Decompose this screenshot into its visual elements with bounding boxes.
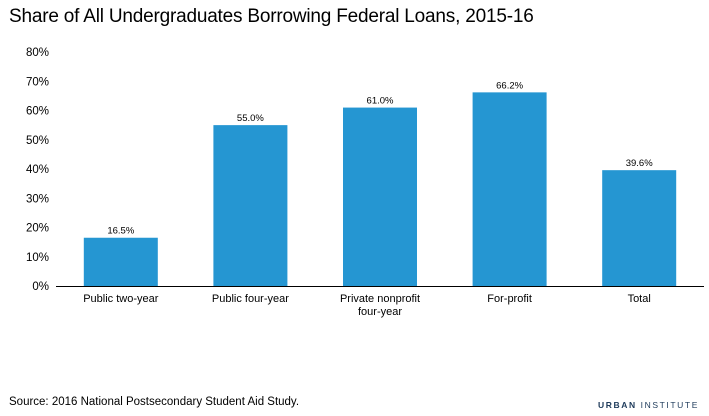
y-tick-label: 20% bbox=[26, 223, 49, 235]
x-tick-label: four-year bbox=[358, 306, 402, 318]
chart-title: Share of All Undergraduates Borrowing Fe… bbox=[9, 6, 534, 27]
x-tick-label: For-profit bbox=[487, 293, 532, 305]
y-tick-label: 50% bbox=[26, 135, 49, 147]
source-note: Source: 2016 National Postsecondary Stud… bbox=[9, 396, 300, 408]
data-label: 55.0% bbox=[237, 113, 264, 124]
y-tick-label: 40% bbox=[26, 164, 49, 176]
bar bbox=[83, 237, 158, 286]
y-tick-label: 70% bbox=[26, 76, 49, 88]
data-label: 39.6% bbox=[626, 158, 653, 169]
x-tick-label: Total bbox=[628, 293, 651, 305]
brand-rest: INSTITUTE bbox=[640, 400, 699, 410]
bar bbox=[343, 107, 417, 286]
y-tick-label: 80% bbox=[26, 47, 49, 59]
bar bbox=[602, 170, 677, 286]
y-tick-label: 30% bbox=[26, 193, 49, 205]
y-tick-label: 0% bbox=[32, 281, 49, 293]
y-tick-label: 10% bbox=[26, 252, 49, 264]
brand-logo: URBAN INSTITUTE bbox=[598, 400, 699, 410]
x-tick-label: Public four-year bbox=[212, 293, 289, 305]
brand-bold: URBAN bbox=[598, 400, 637, 410]
bar-chart: 0% 10% 20% 30% 40% 50% 60% 70% 80% 16.5% Public tw… bbox=[26, 47, 704, 318]
bar bbox=[213, 125, 288, 286]
data-label: 61.0% bbox=[367, 96, 394, 107]
data-label: 66.2% bbox=[496, 80, 523, 91]
x-tick-label: Public two-year bbox=[83, 293, 159, 305]
data-label: 16.5% bbox=[107, 226, 134, 237]
bar bbox=[472, 92, 547, 287]
y-tick-label: 60% bbox=[26, 106, 49, 118]
x-tick-label: Private nonprofit bbox=[340, 293, 420, 305]
